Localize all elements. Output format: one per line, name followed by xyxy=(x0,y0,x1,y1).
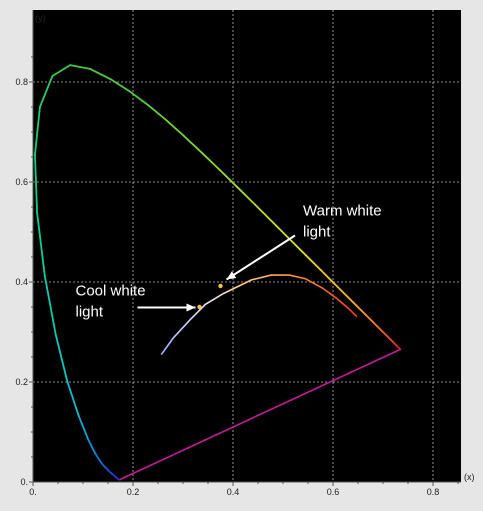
white-point-1 xyxy=(218,284,222,288)
annotation-text-1-0: Cool white xyxy=(76,283,146,300)
plot-background xyxy=(33,10,461,482)
x-axis-label: (x) xyxy=(464,472,475,482)
x-tick-label-2: 0.4 xyxy=(227,487,240,497)
x-tick-label-4: 0.8 xyxy=(427,487,440,497)
annotation-text-1-1: light xyxy=(76,304,104,321)
y-tick-label-2: 0.4 xyxy=(15,277,28,287)
x-tick-label-1: 0.2 xyxy=(127,487,140,497)
annotation-text-0-1: light xyxy=(303,224,331,241)
x-tick-label-0: 0. xyxy=(29,487,37,497)
x-tick-label-3: 0.6 xyxy=(327,487,340,497)
annotation-text-0-0: Warm white xyxy=(303,203,382,220)
y-tick-label-0: 0. xyxy=(20,477,28,487)
y-tick-label-4: 0.8 xyxy=(15,77,28,87)
y-tick-label-1: 0.2 xyxy=(15,377,28,387)
white-point-0 xyxy=(197,305,201,309)
y-tick-label-3: 0.6 xyxy=(15,177,28,187)
y-axis-label: (y) xyxy=(35,13,46,23)
